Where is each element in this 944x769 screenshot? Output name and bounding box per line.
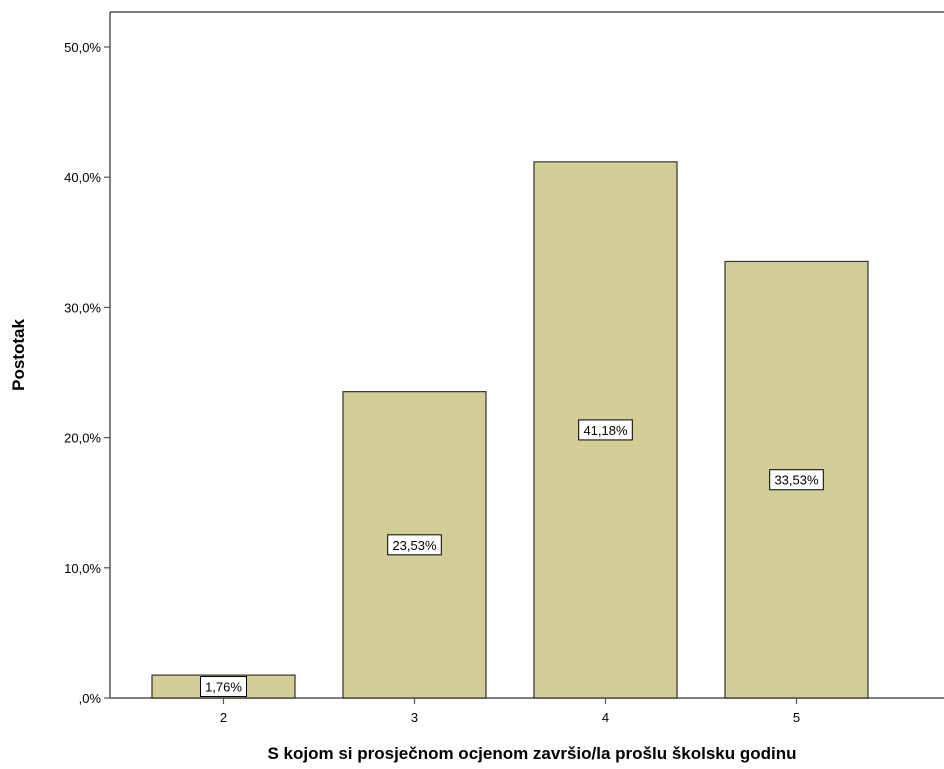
data-label-text: 41,18% bbox=[583, 423, 628, 438]
data-label-2: 1,76% bbox=[200, 676, 247, 698]
data-label-box bbox=[769, 469, 824, 491]
data-label-box bbox=[387, 534, 442, 556]
data-label-box bbox=[578, 419, 633, 441]
y-ticks-group: ,0% 10,0% 20,0% 30,0% 40,0% 50,0% bbox=[64, 40, 110, 706]
data-label-4: 41,18% bbox=[578, 419, 633, 441]
y-axis-title: Postotak bbox=[9, 319, 28, 391]
x-ticks-group: 2 3 4 5 bbox=[220, 698, 800, 725]
x-axis-title: S kojom si prosječnom ocjenom završio/la… bbox=[267, 744, 796, 763]
y-tick-label: ,0% bbox=[79, 691, 102, 706]
y-tick-label: 40,0% bbox=[64, 170, 101, 185]
x-tick-label: 2 bbox=[220, 710, 227, 725]
data-label-box bbox=[200, 676, 247, 698]
y-tick-label: 30,0% bbox=[64, 300, 101, 315]
y-tick-label: 10,0% bbox=[64, 561, 101, 576]
data-label-text: 23,53% bbox=[392, 538, 437, 553]
y-tick-label: 20,0% bbox=[64, 431, 101, 446]
data-label-text: 33,53% bbox=[774, 473, 819, 488]
bars-group bbox=[151, 161, 869, 699]
data-label-text: 1,76% bbox=[205, 680, 242, 695]
data-label-5: 33,53% bbox=[769, 469, 824, 491]
y-tick-label: 50,0% bbox=[64, 40, 101, 55]
data-labels-group: 1,76% 23,53% 41,18% 33,53% bbox=[200, 419, 824, 698]
data-label-3: 23,53% bbox=[387, 534, 442, 556]
x-tick-label: 4 bbox=[602, 710, 609, 725]
x-tick-label: 5 bbox=[793, 710, 800, 725]
x-tick-label: 3 bbox=[411, 710, 418, 725]
